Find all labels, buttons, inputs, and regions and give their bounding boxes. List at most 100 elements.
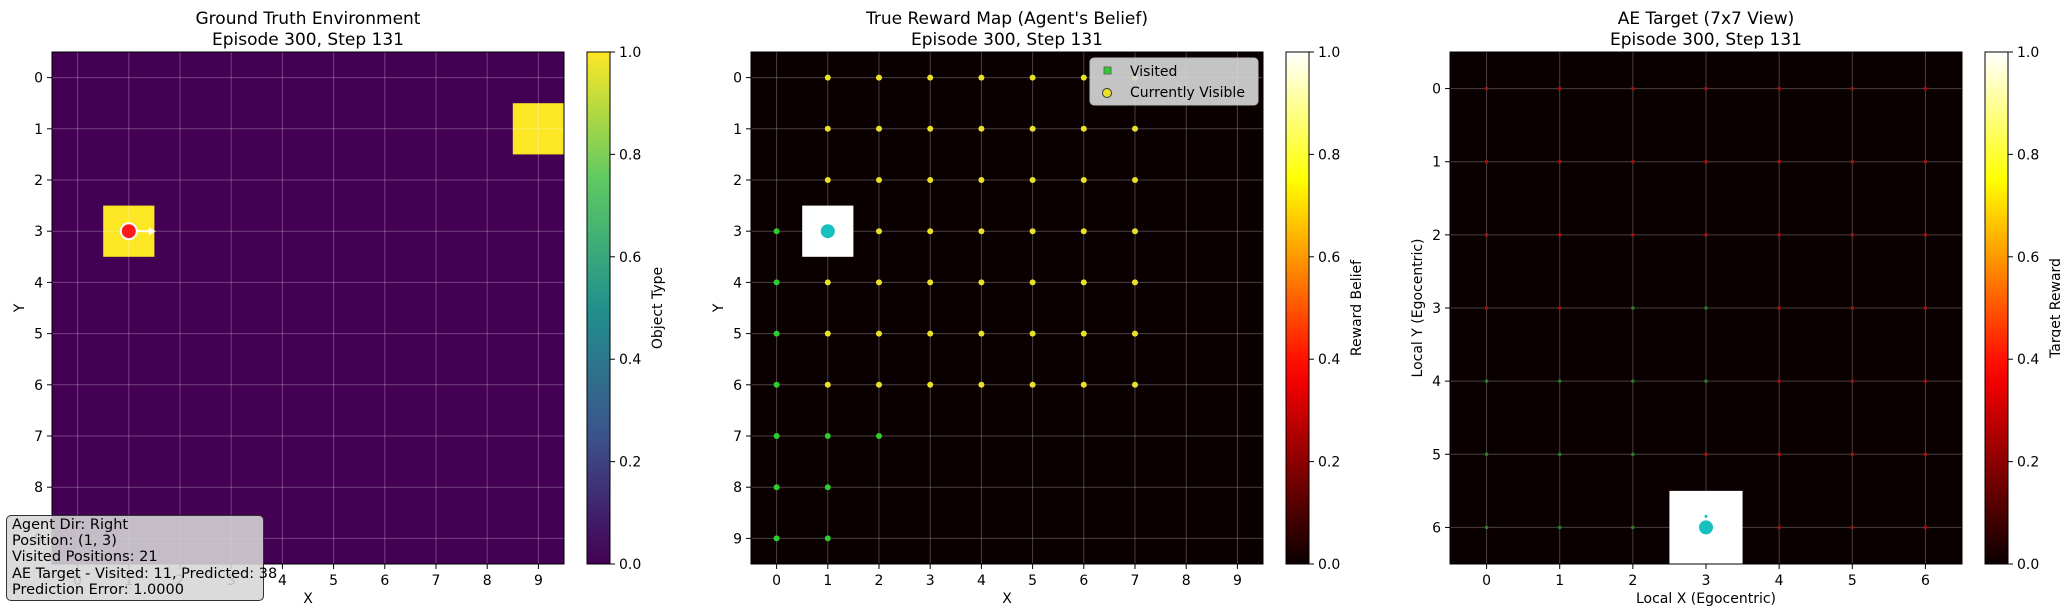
- visible-marker: [876, 330, 882, 337]
- colorbar-tick-label: 0.0: [1318, 557, 1340, 573]
- visible-marker: [1132, 125, 1138, 132]
- view-marker: [1631, 379, 1635, 383]
- visible-marker: [824, 74, 831, 81]
- direction-arrowhead: [148, 227, 156, 236]
- visible-marker: [1029, 74, 1036, 81]
- visited-marker: [773, 484, 780, 491]
- view-marker: [1704, 233, 1708, 237]
- x-tick-label: 0: [1482, 573, 1491, 589]
- visible-marker: [1080, 74, 1087, 81]
- view-marker: [1850, 86, 1855, 91]
- visible-marker: [927, 330, 934, 337]
- view-marker: [1631, 159, 1635, 164]
- legend-box: [1089, 57, 1259, 106]
- visible-marker: [1132, 381, 1138, 388]
- colorbar-tick-label: 0.6: [619, 250, 641, 266]
- y-tick-label: 0: [733, 71, 742, 87]
- view-marker: [1557, 525, 1562, 530]
- visible-marker: [978, 228, 985, 235]
- chart-title: Ground Truth Environment: [196, 9, 421, 29]
- agent-marker: [119, 222, 138, 241]
- visited-marker: [824, 484, 831, 491]
- visible-marker: [927, 228, 934, 235]
- visible-marker: [1029, 125, 1036, 132]
- y-tick-label: 2: [1432, 228, 1441, 244]
- view-marker: [1850, 525, 1855, 530]
- x-tick-label: 7: [432, 573, 441, 589]
- y-tick-label: 2: [34, 173, 43, 189]
- visible-marker: [978, 74, 985, 81]
- chart-title: True Reward Map (Agent's Belief): [865, 9, 1148, 29]
- y-tick-label: 7: [34, 429, 43, 445]
- y-tick-label: 3: [34, 224, 43, 240]
- view-marker: [1777, 379, 1781, 383]
- view-marker: [1631, 306, 1635, 310]
- agent-info-box: Agent Dir: Right Position: (1, 3) Visite…: [6, 515, 277, 601]
- visible-marker: [978, 125, 985, 132]
- visited-marker: [773, 330, 780, 337]
- colorbar-label: Reward Belief: [1349, 259, 1365, 356]
- colorbar-tick-label: 0.8: [1318, 147, 1340, 163]
- view-marker: [1484, 379, 1489, 383]
- colorbar-tick-label: 0.8: [619, 147, 641, 163]
- chart-subtitle: Episode 300, Step 131: [212, 30, 404, 50]
- y-tick-label: 5: [733, 327, 742, 343]
- visible-marker: [876, 177, 882, 183]
- y-tick-label: 3: [733, 224, 742, 240]
- view-marker: [1557, 379, 1562, 383]
- visited-marker: [773, 228, 780, 235]
- visible-marker: [927, 381, 934, 388]
- colorbar-label: Target Reward: [2048, 258, 2061, 359]
- y-axis-label: Y: [711, 303, 727, 313]
- x-axis-label: Local X (Egocentric): [1636, 591, 1776, 607]
- visible-marker: [876, 74, 882, 81]
- x-tick-label: 2: [1628, 573, 1637, 589]
- visible-marker: [1029, 177, 1036, 183]
- view-marker: [1484, 159, 1489, 164]
- view-marker: [1631, 452, 1635, 457]
- view-marker: [1777, 306, 1781, 310]
- x-tick-label: 4: [977, 573, 986, 589]
- view-marker: [1704, 379, 1708, 383]
- visible-marker: [1080, 125, 1087, 132]
- visible-marker: [1132, 279, 1138, 286]
- visible-marker: [1029, 228, 1036, 235]
- visited-marker: [824, 433, 831, 439]
- view-marker: [1777, 86, 1781, 91]
- colorbar-tick-label: 0.4: [1318, 352, 1340, 368]
- view-marker: [1923, 233, 1928, 237]
- agent-marker: [820, 224, 835, 239]
- colorbar: [586, 51, 611, 565]
- y-tick-label: 6: [733, 378, 742, 394]
- visible-marker: [1132, 177, 1138, 183]
- visible-marker: [978, 279, 985, 286]
- y-axis-label: Local Y (Egocentric): [1410, 239, 1426, 378]
- chart-subtitle: Episode 300, Step 131: [1610, 30, 1802, 50]
- y-tick-label: 0: [34, 71, 43, 87]
- legend-visible-swatch: [1102, 88, 1112, 98]
- y-tick-label: 6: [1432, 520, 1441, 536]
- colorbar-tick-label: 0.0: [619, 557, 641, 573]
- view-marker: [1850, 159, 1855, 164]
- visible-marker: [978, 177, 985, 183]
- view-marker: [1777, 233, 1781, 237]
- view-marker: [1777, 452, 1781, 457]
- x-axis-label: X: [303, 591, 313, 607]
- visible-marker: [978, 330, 985, 337]
- visited-marker: [773, 279, 780, 286]
- visible-marker: [824, 177, 831, 183]
- view-marker: [1704, 86, 1708, 91]
- view-marker: [1631, 86, 1635, 91]
- x-tick-label: 5: [1028, 573, 1037, 589]
- visible-marker: [978, 381, 985, 388]
- visible-marker: [824, 381, 831, 388]
- x-tick-label: 5: [1848, 573, 1857, 589]
- view-marker: [1557, 159, 1562, 164]
- visible-marker: [927, 74, 934, 81]
- colorbar: [1285, 51, 1310, 565]
- view-marker: [1704, 452, 1708, 457]
- visible-marker: [1080, 330, 1087, 337]
- chart-subtitle: Episode 300, Step 131: [911, 30, 1103, 50]
- colorbar-tick-label: 1.0: [619, 45, 641, 61]
